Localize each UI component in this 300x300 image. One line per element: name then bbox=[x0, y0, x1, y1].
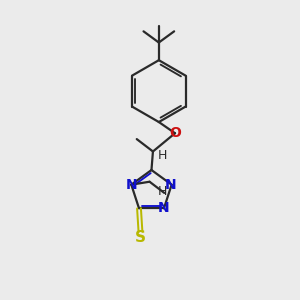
Text: N: N bbox=[164, 178, 176, 192]
Text: H: H bbox=[158, 184, 167, 198]
Text: S: S bbox=[135, 230, 146, 245]
Text: N: N bbox=[158, 201, 170, 215]
Text: N: N bbox=[125, 178, 137, 192]
Text: H: H bbox=[158, 148, 167, 161]
Text: O: O bbox=[169, 126, 181, 140]
